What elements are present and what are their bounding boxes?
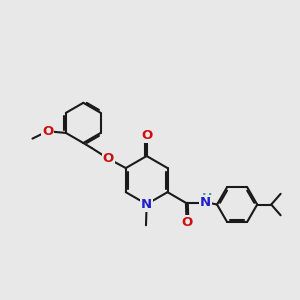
Text: N: N [141, 198, 152, 211]
Text: O: O [141, 129, 152, 142]
Text: O: O [103, 152, 114, 165]
Text: O: O [42, 125, 53, 138]
Text: O: O [181, 216, 192, 229]
Text: H: H [202, 192, 212, 206]
Text: N: N [200, 196, 211, 209]
